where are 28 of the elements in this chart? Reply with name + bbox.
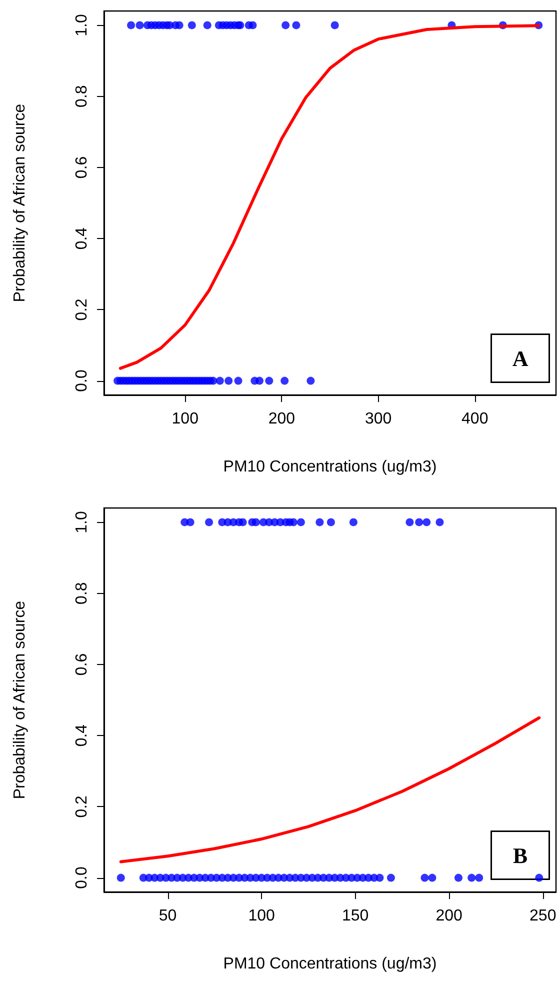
y-axis-title: Probability of African source (12, 600, 28, 800)
y-tick-label: 0.2 (74, 298, 90, 321)
y-tick-label: 0.0 (74, 370, 90, 392)
y-tick-label: 0.4 (74, 724, 90, 747)
annotation: B (512, 842, 528, 868)
y-tick-label: 0.0 (74, 866, 90, 889)
x-tick-label: 100 (248, 908, 275, 924)
annotation: A (512, 346, 528, 371)
y-tick-label: 0.4 (74, 227, 90, 250)
x-tick-label: 400 (462, 410, 488, 428)
y-tick-label: 0.6 (74, 156, 90, 179)
x-tick-label: 250 (530, 908, 556, 924)
x-tick-label: 300 (364, 410, 392, 428)
y-tick-label: 0.8 (74, 582, 90, 604)
x-tick-label: 100 (172, 410, 199, 428)
x-tick-label: 150 (342, 908, 369, 924)
y-tick-label: 1.0 (74, 14, 90, 36)
x-axis-title: PM10 Concentrations (ug/m3) (223, 458, 437, 476)
x-axis-title: PM10 Concentrations (ug/m3) (223, 956, 437, 972)
y-tick-label: 0.8 (74, 85, 90, 108)
line-series (119, 716, 541, 864)
x-tick-label: 50 (158, 908, 177, 924)
x-tick-label: 200 (436, 908, 463, 924)
y-tick-label: 0.6 (74, 653, 90, 676)
y-axis-title: Probability of African source (12, 104, 28, 302)
y-tick-label: 0.2 (74, 795, 90, 818)
x-tick-label: 200 (268, 410, 296, 428)
y-tick-label: 1.0 (74, 511, 90, 534)
